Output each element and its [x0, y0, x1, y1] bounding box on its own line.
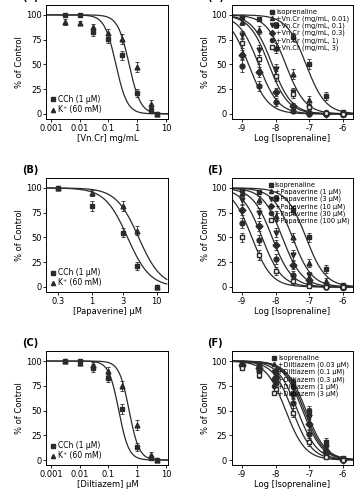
Y-axis label: % of Control: % of Control — [15, 36, 24, 88]
X-axis label: Log [Isoprenaline]: Log [Isoprenaline] — [255, 480, 331, 489]
X-axis label: [Papaverine] μM: [Papaverine] μM — [73, 307, 142, 316]
Text: (E): (E) — [207, 164, 223, 174]
Legend: Isoprenaline, +Diltiazem (0.03 μM), +Diltiazem (0.1 μM), +Diltiazem (0.3 μM), +D: Isoprenaline, +Diltiazem (0.03 μM), +Dil… — [272, 354, 350, 398]
Text: (C): (C) — [22, 338, 38, 347]
Legend: CCh (1 μM), K⁺ (60 mM): CCh (1 μM), K⁺ (60 mM) — [50, 94, 102, 115]
X-axis label: Log [Isoprenaline]: Log [Isoprenaline] — [255, 307, 331, 316]
Legend: CCh (1 μM), K⁺ (60 mM): CCh (1 μM), K⁺ (60 mM) — [50, 268, 102, 288]
Text: (A): (A) — [22, 0, 39, 2]
Y-axis label: % of Control: % of Control — [15, 209, 24, 261]
Legend: CCh (1 μM), K⁺ (60 mM): CCh (1 μM), K⁺ (60 mM) — [50, 440, 102, 461]
Text: (F): (F) — [207, 338, 223, 347]
Y-axis label: % of Control: % of Control — [201, 382, 210, 434]
Legend: Isoprenaline, +Vn.Cr (mg/mL, 0.01), +Vn.Cr (mg/mL, 0.1), +Vn.Cr (mg/mL, 0.3), +V: Isoprenaline, +Vn.Cr (mg/mL, 0.01), +Vn.… — [270, 8, 350, 52]
X-axis label: [Vn.Cr] mg/mL: [Vn.Cr] mg/mL — [77, 134, 138, 143]
X-axis label: [Diltiazem] μM: [Diltiazem] μM — [76, 480, 138, 489]
Y-axis label: % of Control: % of Control — [201, 36, 210, 88]
Y-axis label: % of Control: % of Control — [201, 209, 210, 261]
X-axis label: Log [Isoprenaline]: Log [Isoprenaline] — [255, 134, 331, 143]
Text: (B): (B) — [22, 164, 39, 174]
Legend: Isoprenaline, +Papaverine (1 μM), +Papaverine (3 μM), +Papaverine (10 μM), +Papa: Isoprenaline, +Papaverine (1 μM), +Papav… — [268, 182, 350, 224]
Text: (D): (D) — [207, 0, 224, 2]
Y-axis label: % of Control: % of Control — [15, 382, 24, 434]
